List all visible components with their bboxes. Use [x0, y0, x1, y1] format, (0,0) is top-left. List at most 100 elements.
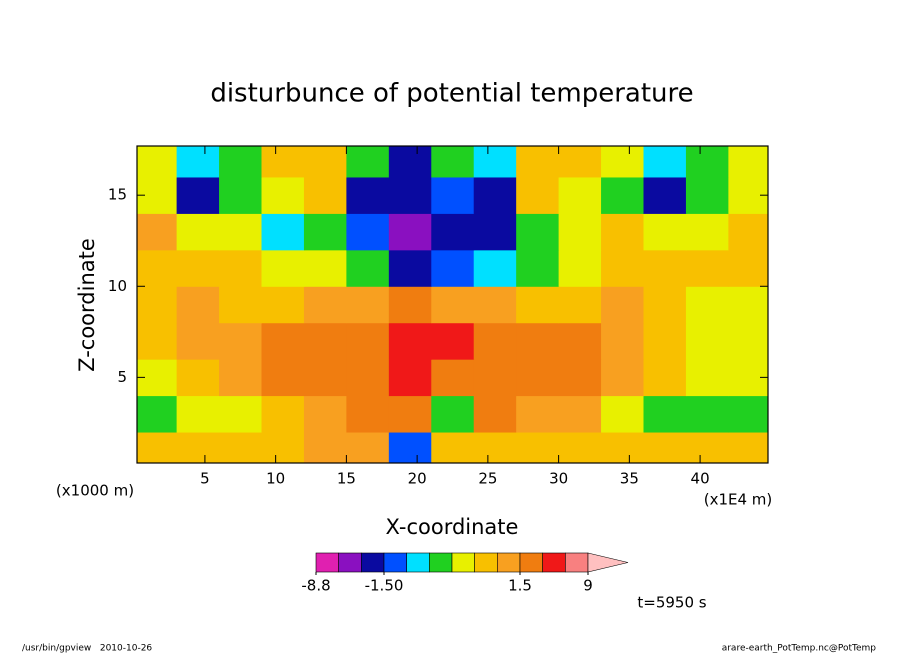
field-cell	[473, 213, 517, 251]
field-cell	[516, 146, 560, 178]
x-axis-label: X-coordinate	[386, 515, 519, 539]
field-cell	[137, 213, 178, 251]
field-cell	[601, 286, 644, 324]
y-unit: (x1000 m)	[56, 482, 134, 500]
field-cell	[558, 213, 602, 251]
field-cell	[685, 249, 729, 287]
field-cell	[516, 359, 560, 397]
field-cell	[303, 395, 347, 433]
field-cell	[601, 146, 644, 178]
field-cell	[431, 432, 475, 463]
field-cell	[219, 322, 263, 360]
field-cell	[303, 249, 347, 287]
field-cell	[137, 146, 178, 178]
footer-right: arare-earth_PotTemp.nc@PotTemp	[722, 644, 877, 654]
field-cell	[558, 176, 602, 214]
colorbar-segment	[474, 552, 498, 573]
field-cell	[431, 249, 475, 287]
field-cell	[388, 286, 432, 324]
field-cell	[176, 176, 220, 214]
field-cell	[516, 395, 560, 433]
field-cell	[346, 359, 390, 397]
field-cell	[346, 176, 390, 214]
field-cell	[388, 146, 432, 178]
field-cell	[219, 395, 263, 433]
field-cell	[601, 395, 644, 433]
field-cell	[685, 395, 729, 433]
field-cell	[601, 322, 644, 360]
field-cell	[261, 286, 305, 324]
field-cell	[643, 322, 687, 360]
time-label: t=5950 s	[637, 594, 706, 612]
field-cell	[685, 146, 729, 178]
field-cell	[643, 359, 687, 397]
field-cell	[431, 359, 475, 397]
y-tick-label: 5	[117, 368, 127, 386]
x-tick-label: 40	[691, 470, 710, 488]
field-cell	[431, 322, 475, 360]
field-cell	[643, 395, 687, 433]
colorbar-segment	[338, 552, 362, 573]
field-cell	[176, 286, 220, 324]
field-cell	[516, 432, 560, 463]
y-tick-label: 15	[108, 186, 127, 204]
field-cell	[643, 249, 687, 287]
field-cell	[346, 146, 390, 178]
field-cell	[643, 213, 687, 251]
field-cell	[516, 176, 560, 214]
field-cell	[137, 322, 178, 360]
field-cell	[685, 176, 729, 214]
colorbar-segment	[406, 552, 430, 573]
colorbar-segment	[497, 552, 521, 573]
field-cell	[303, 322, 347, 360]
field-cell	[516, 286, 560, 324]
field-cell	[558, 359, 602, 397]
field-cell	[728, 249, 768, 287]
field-cell	[728, 432, 768, 463]
field-cell	[685, 359, 729, 397]
field-cell	[388, 249, 432, 287]
field-cell	[473, 322, 517, 360]
field-cell	[303, 432, 347, 463]
field-cell	[558, 286, 602, 324]
field-cell	[558, 322, 602, 360]
field-cell	[261, 322, 305, 360]
field-cell	[431, 213, 475, 251]
field-cell	[137, 432, 178, 463]
field-cell	[346, 249, 390, 287]
field-cell	[685, 213, 729, 251]
x-tick-label: 15	[337, 470, 356, 488]
field-cell	[558, 395, 602, 433]
field-cell	[601, 432, 644, 463]
colorbar-tick-label: 1.5	[508, 577, 532, 595]
field-cell	[261, 213, 305, 251]
colorbar-segment	[451, 552, 475, 573]
field-cell	[473, 359, 517, 397]
field-cell	[473, 146, 517, 178]
colorbar-tick-label: 9	[583, 577, 593, 595]
field-cell	[261, 432, 305, 463]
field-cell	[303, 213, 347, 251]
field-cell	[473, 286, 517, 324]
field-cell	[643, 146, 687, 178]
field-cell	[473, 249, 517, 287]
field-cell	[137, 286, 178, 324]
field-cell	[176, 146, 220, 178]
field-cell	[685, 432, 729, 463]
colorbar-segment	[519, 552, 543, 573]
field-cell	[219, 176, 263, 214]
colorbar-tick-label: -8.8	[301, 577, 330, 595]
field-cell	[346, 213, 390, 251]
field-cell	[558, 432, 602, 463]
field-cell	[137, 395, 178, 433]
field-cell	[473, 176, 517, 214]
colorbar-tick-label: -1.50	[365, 577, 404, 595]
field-cell	[685, 286, 729, 324]
field-cell	[516, 213, 560, 251]
footer-left: /usr/bin/gpview 2010-10-26	[22, 644, 152, 654]
x-tick-label: 10	[266, 470, 285, 488]
field-cell	[303, 146, 347, 178]
field-cell	[219, 249, 263, 287]
field-cell	[601, 176, 644, 214]
field-cell	[346, 395, 390, 433]
